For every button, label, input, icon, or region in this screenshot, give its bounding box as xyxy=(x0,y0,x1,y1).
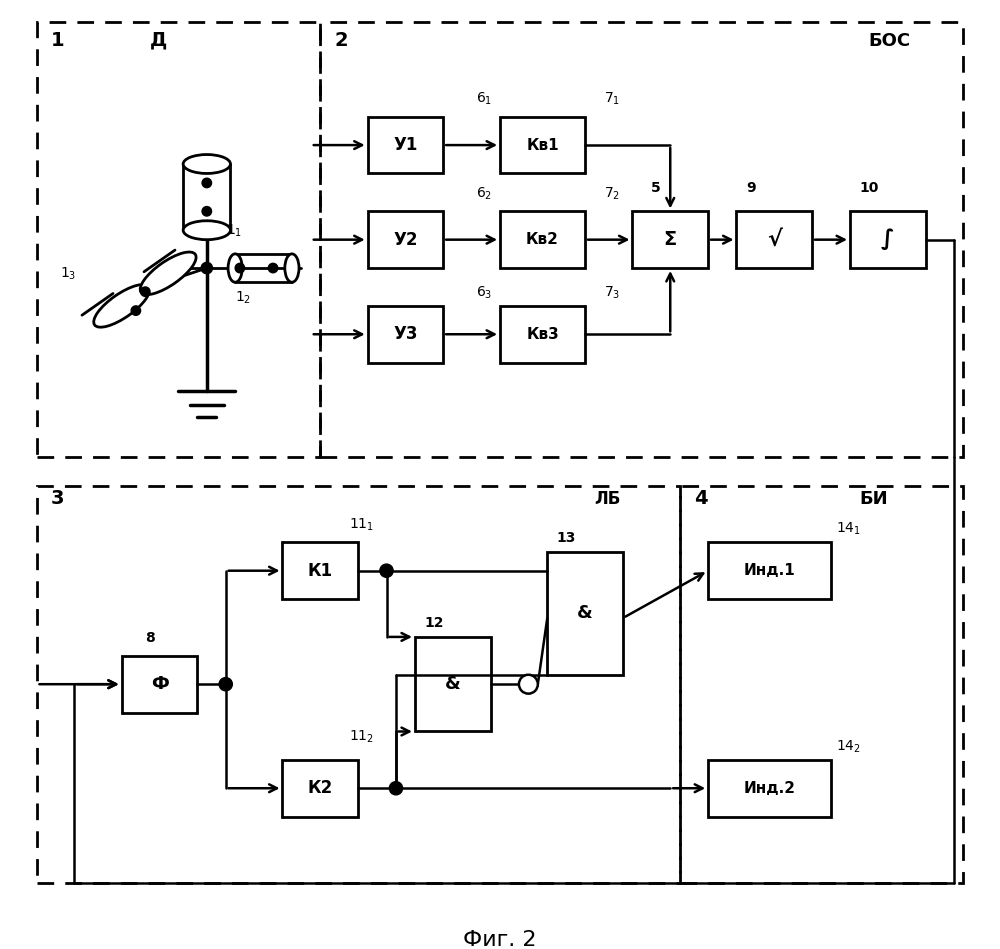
Bar xyxy=(37,486,680,883)
Text: Фиг. 2: Фиг. 2 xyxy=(463,930,537,949)
Text: $7_2$: $7_2$ xyxy=(604,185,620,201)
Text: $6_3$: $6_3$ xyxy=(476,285,493,301)
Ellipse shape xyxy=(183,155,230,174)
Text: &: & xyxy=(577,605,593,623)
Text: $6_2$: $6_2$ xyxy=(476,185,493,201)
Text: Кв1: Кв1 xyxy=(526,138,559,153)
Text: БОС: БОС xyxy=(869,31,911,49)
Text: Инд.2: Инд.2 xyxy=(744,781,796,796)
Ellipse shape xyxy=(94,285,150,327)
Text: $7_1$: $7_1$ xyxy=(604,90,620,107)
Text: 9: 9 xyxy=(746,181,756,195)
Text: 8: 8 xyxy=(145,631,155,644)
Ellipse shape xyxy=(140,252,196,294)
Bar xyxy=(320,22,963,457)
Ellipse shape xyxy=(228,254,242,282)
Bar xyxy=(415,637,491,732)
Text: √: √ xyxy=(767,230,782,250)
Text: 2: 2 xyxy=(334,30,348,49)
Text: $6_1$: $6_1$ xyxy=(476,90,493,107)
Text: Кв2: Кв2 xyxy=(526,233,559,247)
Text: К1: К1 xyxy=(308,562,333,580)
Text: $11_1$: $11_1$ xyxy=(349,516,374,532)
Circle shape xyxy=(235,263,245,272)
Circle shape xyxy=(389,782,403,795)
Text: У3: У3 xyxy=(393,326,418,344)
Text: 1: 1 xyxy=(51,30,64,49)
Bar xyxy=(736,212,812,268)
Bar xyxy=(368,306,443,363)
Text: БИ: БИ xyxy=(859,491,888,509)
Bar xyxy=(708,760,831,816)
Bar xyxy=(500,306,585,363)
Text: У1: У1 xyxy=(393,136,418,154)
Text: ЛБ: ЛБ xyxy=(595,491,621,509)
Circle shape xyxy=(219,678,232,691)
Text: $14_2$: $14_2$ xyxy=(836,738,861,754)
Bar xyxy=(680,486,963,883)
Text: $1_1$: $1_1$ xyxy=(226,223,242,239)
Text: $7_3$: $7_3$ xyxy=(604,285,620,301)
Text: 12: 12 xyxy=(424,617,444,630)
Text: $1_3$: $1_3$ xyxy=(60,266,77,282)
Bar xyxy=(368,117,443,174)
Bar xyxy=(122,656,197,713)
Circle shape xyxy=(519,675,538,694)
Circle shape xyxy=(380,564,393,577)
Text: 3: 3 xyxy=(51,490,64,509)
Bar xyxy=(632,212,708,268)
Circle shape xyxy=(131,306,141,315)
Text: Ф: Ф xyxy=(151,675,168,693)
Circle shape xyxy=(202,178,212,188)
Ellipse shape xyxy=(285,254,299,282)
Bar xyxy=(547,551,623,675)
Text: &: & xyxy=(445,675,461,693)
Text: К2: К2 xyxy=(308,779,333,797)
Text: У2: У2 xyxy=(393,231,418,249)
Text: ∫: ∫ xyxy=(881,229,895,251)
Circle shape xyxy=(268,263,278,272)
Text: $1_2$: $1_2$ xyxy=(235,289,251,306)
Text: Инд.1: Инд.1 xyxy=(744,563,795,578)
Text: 13: 13 xyxy=(557,531,576,546)
Bar xyxy=(282,542,358,599)
Text: Кв3: Кв3 xyxy=(526,326,559,342)
Bar xyxy=(500,212,585,268)
Circle shape xyxy=(201,262,212,273)
Bar xyxy=(282,760,358,816)
Text: 5: 5 xyxy=(651,181,661,195)
Bar xyxy=(708,542,831,599)
Text: 10: 10 xyxy=(859,181,879,195)
Bar xyxy=(500,117,585,174)
Ellipse shape xyxy=(183,221,230,240)
Text: $11_2$: $11_2$ xyxy=(349,729,374,745)
Text: Д: Д xyxy=(150,30,167,49)
Text: 4: 4 xyxy=(694,490,708,509)
Circle shape xyxy=(141,287,150,296)
Bar xyxy=(850,212,926,268)
Bar xyxy=(368,212,443,268)
Text: Σ: Σ xyxy=(664,231,677,250)
Circle shape xyxy=(202,207,212,216)
Bar xyxy=(37,22,320,457)
Text: $14_1$: $14_1$ xyxy=(836,521,861,537)
